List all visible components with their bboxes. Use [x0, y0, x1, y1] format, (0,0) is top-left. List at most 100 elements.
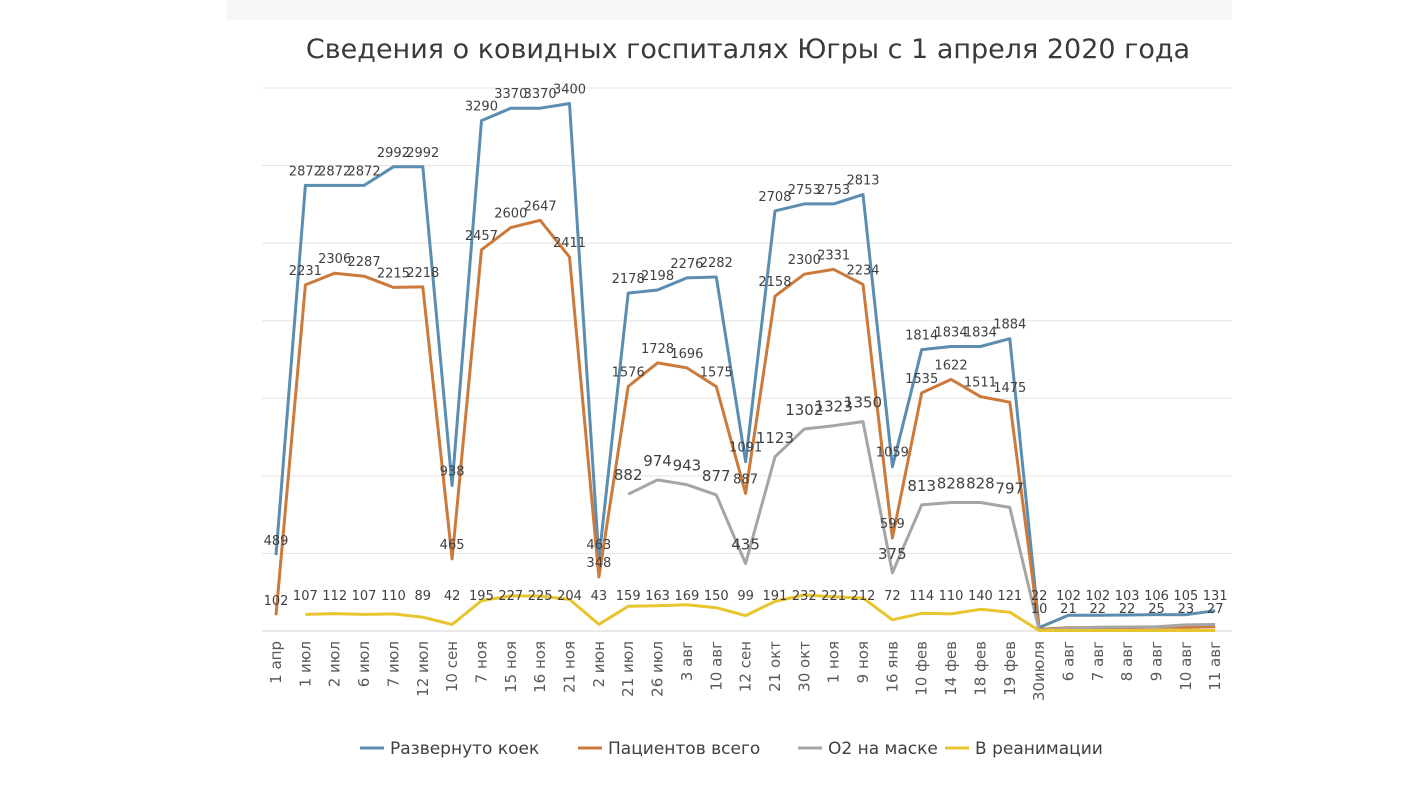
- data-label: 140: [968, 589, 993, 604]
- data-label: 114: [909, 589, 934, 604]
- data-labels: 4892872287228722992299293832903370337034…: [264, 83, 1228, 617]
- legend: Развернуто коек Пациентов всего О2 на маск…: [360, 739, 1103, 759]
- x-tick-label: 16 янв: [883, 641, 901, 693]
- data-label: 10: [1031, 602, 1048, 617]
- data-label: 2708: [758, 190, 791, 205]
- data-label: 938: [440, 464, 465, 479]
- data-label: 204: [557, 589, 582, 604]
- x-tick-label: 8 авг: [1118, 641, 1136, 681]
- x-tick-label: 1 июл: [296, 641, 314, 687]
- data-label: 882: [614, 466, 643, 484]
- data-label: 348: [586, 556, 611, 571]
- data-label: 212: [851, 589, 876, 604]
- data-label: 1834: [964, 325, 997, 340]
- data-label: 150: [704, 589, 729, 604]
- data-label: 169: [674, 589, 699, 604]
- data-label: 2287: [348, 255, 381, 270]
- x-tick-label: 10 авг: [1177, 641, 1195, 691]
- data-label: 465: [440, 538, 465, 553]
- x-tick-label: 12 июл: [414, 641, 432, 697]
- data-label: 463: [586, 538, 611, 553]
- data-label: 227: [498, 589, 523, 604]
- chart-title: Сведения о ковидных госпиталях Югры с 1 …: [306, 34, 1190, 65]
- data-label: 2872: [289, 164, 322, 179]
- data-label: 89: [414, 589, 431, 604]
- x-tick-label: 2 июл: [326, 641, 344, 687]
- legend-label-2: О2 на маске: [828, 739, 938, 759]
- data-label: 2218: [406, 266, 439, 281]
- data-label: 2753: [817, 183, 850, 198]
- data-label: 72: [884, 589, 901, 604]
- data-label: 2276: [670, 257, 703, 272]
- x-tick-label: 11 авг: [1206, 641, 1224, 691]
- data-label: 43: [591, 589, 608, 604]
- data-label: 828: [937, 475, 966, 493]
- x-tick-label: 18 фев: [971, 641, 989, 696]
- legend-label-0: Развернуто коек: [390, 739, 539, 759]
- data-label: 489: [264, 534, 289, 549]
- x-tick-label: 21 окт: [766, 641, 784, 692]
- data-label: 2158: [758, 275, 791, 290]
- x-tick-label: 10 авг: [707, 641, 725, 691]
- data-label: 813: [907, 477, 936, 495]
- series-lines: [274, 102, 1216, 632]
- x-tick-label: 9 ноя: [854, 641, 872, 683]
- data-label: 2300: [788, 253, 821, 268]
- data-label: 107: [293, 589, 318, 604]
- data-label: 2600: [494, 207, 527, 222]
- data-label: 131: [1203, 589, 1228, 604]
- data-label: 159: [616, 589, 641, 604]
- data-label: 110: [381, 589, 406, 604]
- x-tick-label: 12 сен: [737, 641, 755, 692]
- x-tick-label: 19 фев: [1001, 641, 1019, 696]
- x-tick-label: 7 июл: [384, 641, 402, 687]
- data-label: 3290: [465, 100, 498, 115]
- x-tick-label: 6 авг: [1059, 641, 1077, 681]
- data-label: 1884: [993, 318, 1026, 333]
- data-label: 112: [322, 589, 347, 604]
- data-label: 2457: [465, 229, 498, 244]
- data-label: 22: [1031, 589, 1048, 604]
- data-label: 435: [731, 536, 760, 554]
- x-tick-label: 1 ноя: [825, 641, 843, 683]
- data-label: 1302: [785, 401, 823, 419]
- data-label: 225: [528, 589, 553, 604]
- data-label: 943: [673, 457, 702, 475]
- data-label: 2231: [289, 264, 322, 279]
- x-tick-label: 7 авг: [1089, 641, 1107, 681]
- data-label: 110: [939, 589, 964, 604]
- data-label: 1728: [641, 342, 674, 357]
- data-label: 102: [1056, 589, 1081, 604]
- data-label: 2813: [846, 174, 879, 189]
- data-label: 1123: [756, 429, 794, 447]
- data-label: 102: [264, 594, 289, 609]
- data-label: 2234: [846, 263, 879, 278]
- data-label: 599: [880, 517, 905, 532]
- legend-label-1: Пациентов всего: [608, 739, 760, 759]
- data-label: 1350: [844, 394, 882, 412]
- data-label: 163: [645, 589, 670, 604]
- data-label: 1576: [612, 365, 645, 380]
- data-label: 232: [792, 589, 817, 604]
- series-line-3: [305, 593, 1216, 632]
- data-label: 2753: [788, 183, 821, 198]
- data-label: 1059: [876, 446, 909, 461]
- data-label: 102: [1085, 589, 1110, 604]
- x-tick-label: 9 авг: [1148, 641, 1166, 681]
- data-label: 2992: [377, 146, 410, 161]
- data-label: 1814: [905, 329, 938, 344]
- data-label: 828: [966, 475, 995, 493]
- x-tick-label: 30 окт: [795, 641, 813, 692]
- data-label: 27: [1207, 602, 1224, 617]
- data-label: 2306: [318, 252, 351, 267]
- data-label: 974: [643, 452, 672, 470]
- data-label: 3400: [553, 83, 586, 98]
- data-label: 2411: [553, 236, 586, 251]
- data-label: 2331: [817, 248, 850, 263]
- data-label: 2282: [700, 256, 733, 271]
- data-label: 25: [1148, 602, 1165, 617]
- data-label: 1475: [993, 381, 1026, 396]
- data-label: 797: [995, 479, 1024, 497]
- data-label: 23: [1178, 602, 1195, 617]
